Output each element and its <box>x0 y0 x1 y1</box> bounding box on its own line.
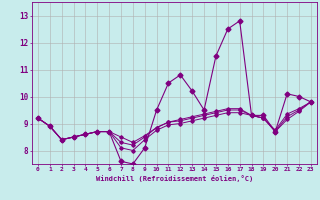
X-axis label: Windchill (Refroidissement éolien,°C): Windchill (Refroidissement éolien,°C) <box>96 175 253 182</box>
